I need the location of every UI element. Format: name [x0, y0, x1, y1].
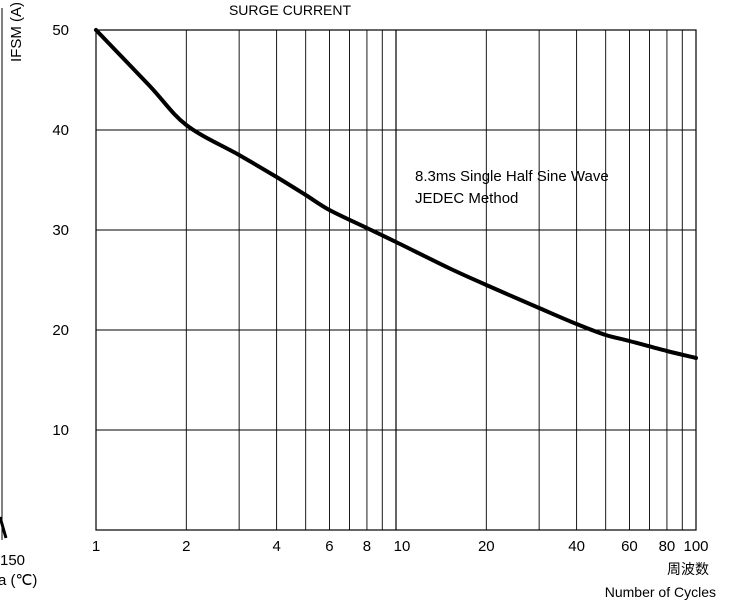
fragment-curve	[0, 516, 8, 539]
x-tick-label-60: 60	[621, 538, 638, 555]
x-tick-label-80: 80	[659, 538, 676, 555]
x-axis-label-cn: 周波数	[667, 562, 709, 578]
x-tick-label-20: 20	[478, 538, 495, 555]
fragment-tick: 150	[0, 552, 25, 569]
x-axis-label: Number of Cycles	[605, 584, 716, 600]
y-tick-label-10: 10	[52, 422, 69, 439]
annotation-line-1: 8.3ms Single Half Sine Wave	[415, 168, 609, 185]
x-tick-label-6: 6	[325, 538, 333, 555]
left-chart-fragment: 150 a (℃)	[0, 8, 37, 589]
y-tick-label-20: 20	[52, 322, 69, 339]
x-tick-label-1: 1	[92, 538, 100, 555]
x-tick-label-2: 2	[182, 538, 190, 555]
annotation: 8.3ms Single Half Sine Wave JEDEC Method	[415, 168, 609, 207]
x-tick-label-100: 100	[683, 538, 708, 555]
surge-current-curve	[94, 28, 698, 360]
tick-labels: 1 2 4 6 8 10 20 40 60 80 100 10 20 30 40 50	[52, 22, 708, 555]
x-tick-label-4: 4	[272, 538, 280, 555]
x-tick-label-40: 40	[568, 538, 585, 555]
x-tick-label-8: 8	[363, 538, 371, 555]
chart-title: SURGE CURRENT	[229, 2, 352, 18]
grid	[96, 29, 696, 530]
y-tick-label-30: 30	[52, 222, 69, 239]
y-tick-label-40: 40	[52, 122, 69, 139]
fragment-label: a (℃)	[0, 572, 37, 589]
annotation-line-2: JEDEC Method	[415, 190, 518, 207]
plot-frame	[95, 29, 697, 531]
y-tick-label-50: 50	[52, 22, 69, 39]
x-tick-label-10: 10	[394, 538, 411, 555]
y-axis-label: IFSM (A)	[8, 2, 25, 62]
